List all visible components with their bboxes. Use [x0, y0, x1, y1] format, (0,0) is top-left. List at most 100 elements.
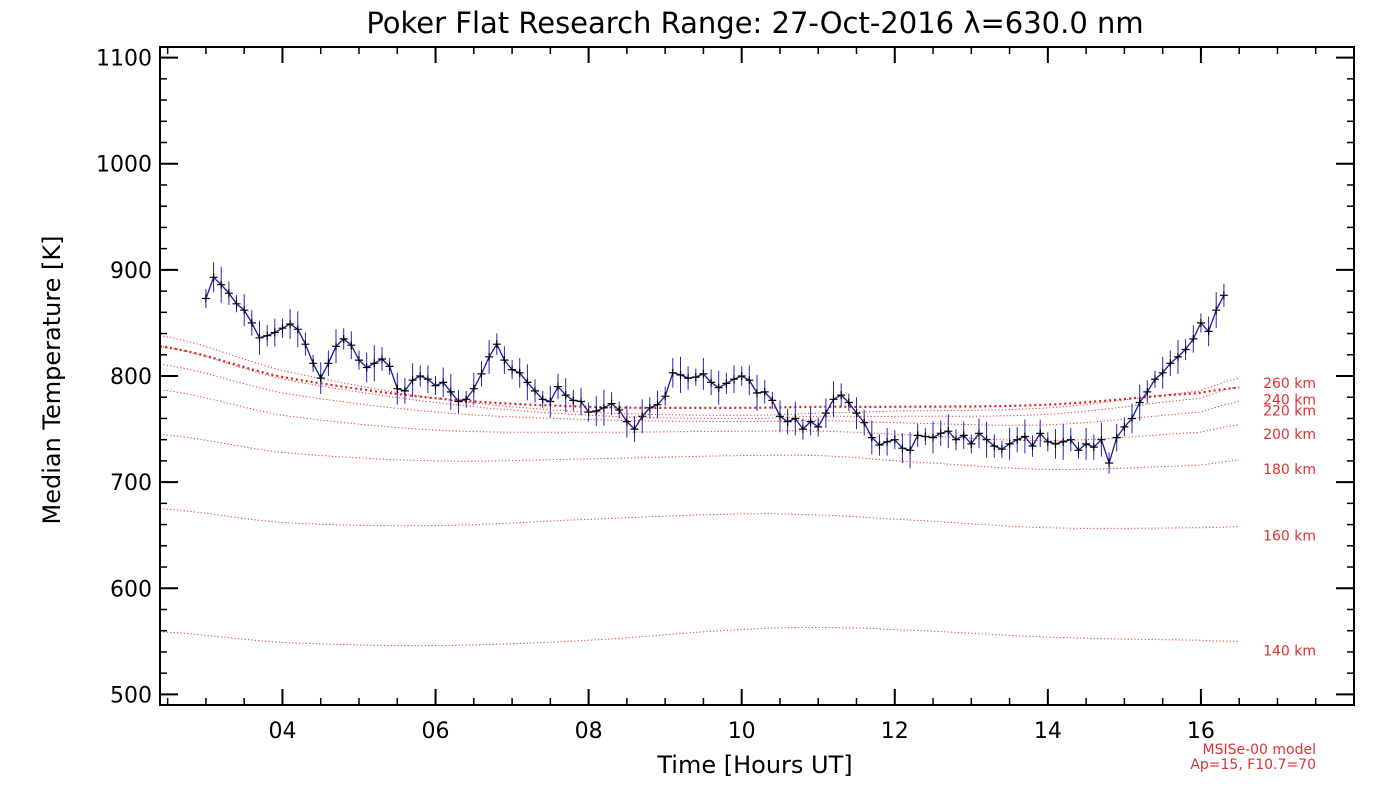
- data-point: [431, 381, 440, 390]
- data-point: [355, 356, 363, 365]
- data-point: [263, 331, 272, 340]
- data-point: [309, 359, 318, 368]
- data-point: [278, 324, 287, 333]
- data-point: [1212, 306, 1221, 315]
- model-label-260km: 260 km: [1263, 376, 1316, 392]
- data-point: [577, 397, 585, 406]
- data-point: [1082, 439, 1091, 448]
- data-point: [515, 368, 524, 377]
- data-point: [967, 439, 976, 448]
- model-label-140km: 140 km: [1263, 643, 1316, 659]
- data-point: [599, 403, 608, 412]
- data-point: [477, 369, 486, 378]
- data-point: [875, 441, 884, 449]
- model-params-note: Ap=15, F10.7=70: [1190, 757, 1316, 773]
- model-label-180km: 180 km: [1263, 462, 1316, 478]
- data-point: [913, 431, 922, 440]
- model-curve-140km: [159, 627, 1240, 647]
- data-point: [201, 294, 210, 303]
- x-tick-label: 10: [728, 719, 756, 744]
- data-point: [860, 418, 869, 427]
- data-point: [561, 391, 570, 400]
- data-point: [714, 383, 723, 392]
- data-point: [707, 378, 716, 387]
- y-tick-label: 600: [110, 577, 152, 602]
- data-point: [936, 429, 945, 438]
- data-point: [745, 376, 754, 385]
- data-point: [370, 359, 379, 368]
- y-tick-label: 1100: [96, 47, 152, 72]
- data-point: [500, 356, 509, 365]
- data-point: [324, 359, 333, 368]
- data-point: [814, 422, 823, 431]
- data-point: [339, 334, 348, 343]
- x-tick-label: 08: [575, 719, 603, 744]
- msis-model-layer: [159, 335, 1240, 647]
- data-point: [531, 386, 539, 395]
- data-point: [1151, 375, 1159, 384]
- model-label-240km: 240 km: [1263, 393, 1316, 409]
- y-tick-label: 900: [110, 259, 152, 284]
- data-point: [952, 435, 960, 444]
- data-point: [906, 446, 915, 455]
- data-point: [837, 391, 846, 400]
- data-point: [332, 342, 340, 351]
- data-point: [408, 376, 417, 385]
- data-point: [776, 412, 784, 421]
- data-point: [676, 370, 685, 379]
- data-point: [768, 396, 777, 405]
- data-point: [844, 398, 853, 407]
- measured-data-layer: [201, 262, 1228, 474]
- data-point: [622, 417, 631, 426]
- data-point: [791, 414, 800, 423]
- data-point: [944, 427, 953, 436]
- model-label-160km: 160 km: [1263, 529, 1316, 545]
- data-point: [1204, 327, 1213, 336]
- data-point: [538, 395, 547, 404]
- data-point: [347, 341, 356, 350]
- y-axis-label: Median Temperature [K]: [38, 235, 66, 524]
- data-point: [1020, 432, 1029, 441]
- data-point: [592, 407, 601, 415]
- x-tick-label: 06: [422, 719, 450, 744]
- data-point: [508, 365, 517, 374]
- model-curve-exosphere: [159, 345, 1240, 409]
- y-tick-label: 1000: [96, 153, 152, 178]
- data-point: [1043, 437, 1052, 446]
- model-label-220km: 220 km: [1263, 404, 1316, 420]
- data-point: [1028, 442, 1037, 450]
- data-point: [867, 433, 876, 442]
- data-point: [439, 378, 448, 387]
- data-point: [1120, 422, 1129, 431]
- data-point: [1143, 387, 1152, 396]
- data-point: [883, 437, 892, 446]
- data-point: [699, 369, 708, 378]
- data-point: [209, 273, 218, 282]
- data-point: [1135, 398, 1144, 407]
- data-point: [730, 375, 738, 384]
- data-point: [293, 325, 302, 334]
- data-point: [1181, 345, 1190, 354]
- data-point: [806, 417, 815, 426]
- data-point: [898, 444, 907, 453]
- x-tick-label: 16: [1187, 719, 1215, 744]
- data-point: [1189, 334, 1198, 343]
- data-point: [1036, 429, 1045, 438]
- data-point: [668, 368, 677, 377]
- data-point: [1074, 446, 1083, 455]
- data-point: [584, 408, 593, 417]
- data-point: [990, 442, 999, 450]
- data-point: [890, 435, 899, 444]
- data-point: [523, 378, 532, 387]
- data-point: [645, 403, 654, 412]
- data-point: [760, 387, 769, 396]
- data-point: [1196, 318, 1205, 327]
- data-point: [638, 412, 647, 421]
- data-point: [217, 280, 226, 289]
- data-point: [975, 429, 983, 438]
- data-point: [1097, 435, 1106, 444]
- data-point: [1112, 433, 1121, 442]
- data-point: [607, 399, 616, 408]
- data-point: [615, 406, 624, 414]
